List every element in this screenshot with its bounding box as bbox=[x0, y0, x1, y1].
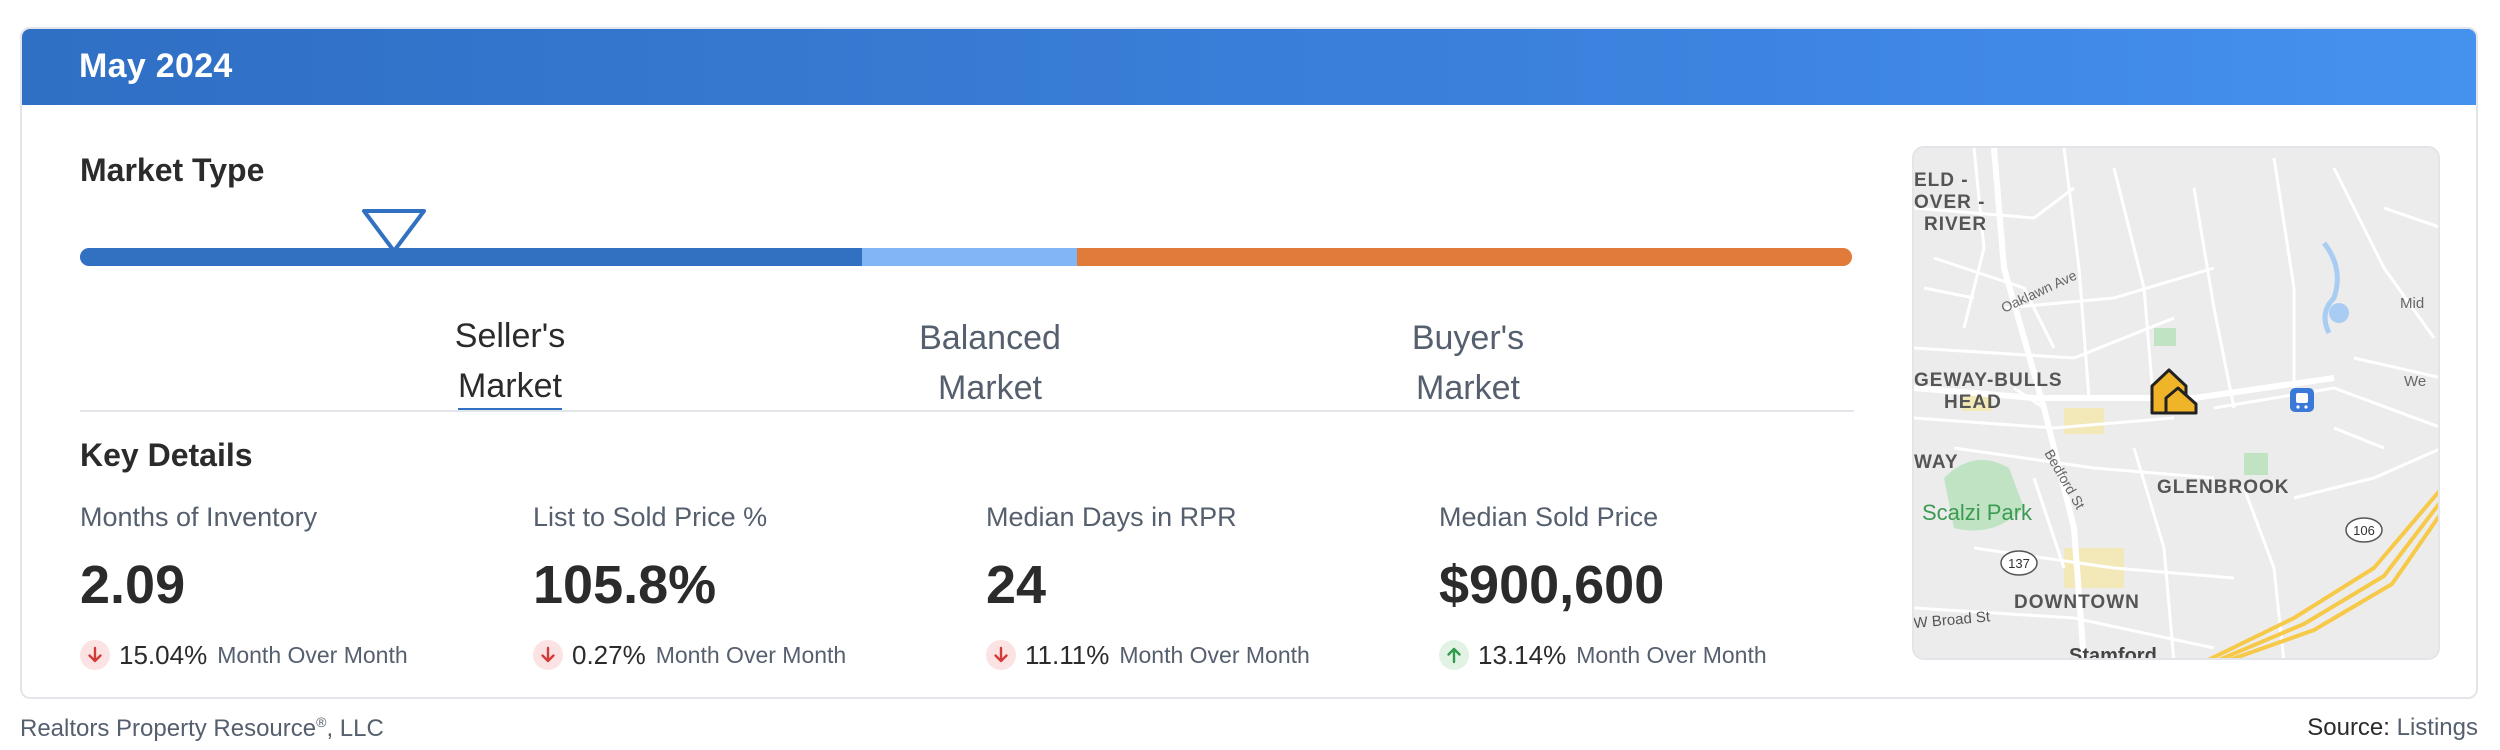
market-indicator-icon bbox=[362, 209, 426, 253]
tab-buyers-market[interactable]: Buyer's Market bbox=[1348, 313, 1588, 413]
metric-label: List to Sold Price % bbox=[533, 502, 768, 532]
route-shield-icon: 137 bbox=[2000, 550, 2038, 576]
park-area bbox=[2154, 328, 2176, 346]
change-percent: 15.04% bbox=[119, 639, 208, 670]
balanced-market-bar bbox=[862, 248, 1077, 266]
property-marker-icon[interactable] bbox=[2150, 368, 2198, 415]
metric-median-days-in-rpr: Median Days in RPR 24 11.11% Month Over … bbox=[986, 502, 1416, 672]
section-divider bbox=[80, 410, 1854, 412]
buyers-market-line1: Buyer's bbox=[1411, 319, 1525, 357]
change-period: Month Over Month bbox=[1119, 641, 1310, 668]
main-roads bbox=[1914, 148, 2335, 658]
change-percent: 0.27% bbox=[572, 639, 646, 670]
street-grid bbox=[1914, 148, 2438, 658]
market-type-title: Market Type bbox=[80, 152, 265, 188]
pond bbox=[2329, 303, 2349, 323]
location-map[interactable]: ELD - OVER - RIVER GEWAY-BULLS HEAD WAY … bbox=[1912, 146, 2440, 660]
metric-change: 13.14% Month Over Month bbox=[1439, 638, 1869, 672]
arrow-down-icon bbox=[533, 640, 563, 670]
key-details-title: Key Details bbox=[80, 437, 253, 473]
metric-label: Median Sold Price bbox=[1439, 502, 1659, 532]
svg-text:106: 106 bbox=[2353, 523, 2375, 538]
seller-market-bar bbox=[80, 248, 862, 266]
river bbox=[2322, 241, 2340, 335]
change-period: Month Over Month bbox=[1576, 641, 1767, 668]
map-label-area: DOWNTOWN bbox=[2014, 592, 2140, 613]
map-label-area: Mid bbox=[2400, 295, 2424, 312]
footer-source: Source: Listings bbox=[2307, 714, 2478, 741]
park-area bbox=[2244, 453, 2268, 475]
metric-value: 24 bbox=[986, 555, 1047, 615]
route-shield-icon: 106 bbox=[2345, 517, 2383, 543]
metric-label: Months of Inventory bbox=[80, 502, 318, 532]
map-label-city: Stamford bbox=[2069, 645, 2157, 660]
map-label-area: We bbox=[2404, 373, 2426, 390]
metric-median-sold-price: Median Sold Price $900,600 13.14% Month … bbox=[1439, 502, 1869, 672]
metric-value: 2.09 bbox=[80, 555, 186, 615]
change-period: Month Over Month bbox=[655, 641, 847, 668]
change-percent: 13.14% bbox=[1478, 639, 1567, 670]
footer-company: Realtors Property Resource®, LLC bbox=[20, 714, 384, 742]
highway-i95 bbox=[2207, 489, 2438, 658]
tab-sellers-market[interactable]: Seller's Market bbox=[390, 311, 630, 412]
map-label-park: Scalzi Park bbox=[1922, 500, 2033, 525]
metric-change: 15.04% Month Over Month bbox=[80, 638, 510, 672]
map-label-area: HEAD bbox=[1944, 392, 2002, 413]
metric-list-to-sold-price: List to Sold Price % 105.8% 0.27% Month … bbox=[533, 502, 963, 672]
buyer-market-bar bbox=[1077, 248, 1852, 266]
header-title: May 2024 bbox=[79, 47, 233, 85]
commercial-area bbox=[1962, 393, 1992, 411]
change-period: Month Over Month bbox=[217, 641, 408, 668]
balanced-market-line1: Balanced bbox=[919, 319, 1061, 357]
metric-value: 105.8% bbox=[533, 555, 717, 615]
change-percent: 11.11% bbox=[1025, 639, 1110, 670]
svg-text:137: 137 bbox=[2008, 556, 2030, 571]
map-label-area: GLENBROOK bbox=[2157, 477, 2290, 498]
map-label-area: WAY bbox=[1914, 452, 1959, 473]
buyers-market-line2: Market bbox=[1416, 369, 1520, 407]
tab-balanced-market[interactable]: Balanced Market bbox=[870, 313, 1110, 413]
map-label-area: RIVER bbox=[1924, 214, 1987, 235]
arrow-up-icon bbox=[1439, 640, 1469, 670]
card-header: May 2024 bbox=[22, 29, 2476, 105]
train-station-icon bbox=[2290, 388, 2314, 412]
arrow-down-icon bbox=[986, 640, 1016, 670]
map-label-area: ELD - bbox=[1914, 170, 1969, 191]
map-label-area: GEWAY-BULLS bbox=[1914, 370, 2063, 391]
metric-change: 0.27% Month Over Month bbox=[533, 638, 963, 672]
sellers-market-line2: Market bbox=[458, 364, 562, 412]
metric-value: $900,600 bbox=[1439, 555, 1665, 615]
market-card: May 2024 Market Type Seller's Market Bal… bbox=[20, 27, 2478, 699]
map-canvas: ELD - OVER - RIVER GEWAY-BULLS HEAD WAY … bbox=[1914, 148, 2438, 660]
map-label-street: W Broad St bbox=[1914, 608, 1992, 632]
metric-months-of-inventory: Months of Inventory 2.09 15.04% Month Ov… bbox=[80, 502, 510, 672]
commercial-area bbox=[2064, 408, 2104, 434]
metric-label: Median Days in RPR bbox=[986, 502, 1237, 532]
map-label-area: OVER - bbox=[1914, 192, 1985, 213]
arrow-down-icon bbox=[80, 640, 110, 670]
sellers-market-line1: Seller's bbox=[454, 317, 566, 355]
balanced-market-line2: Market bbox=[938, 369, 1042, 407]
metric-change: 11.11% Month Over Month bbox=[986, 638, 1416, 672]
park-area bbox=[1944, 460, 2024, 531]
